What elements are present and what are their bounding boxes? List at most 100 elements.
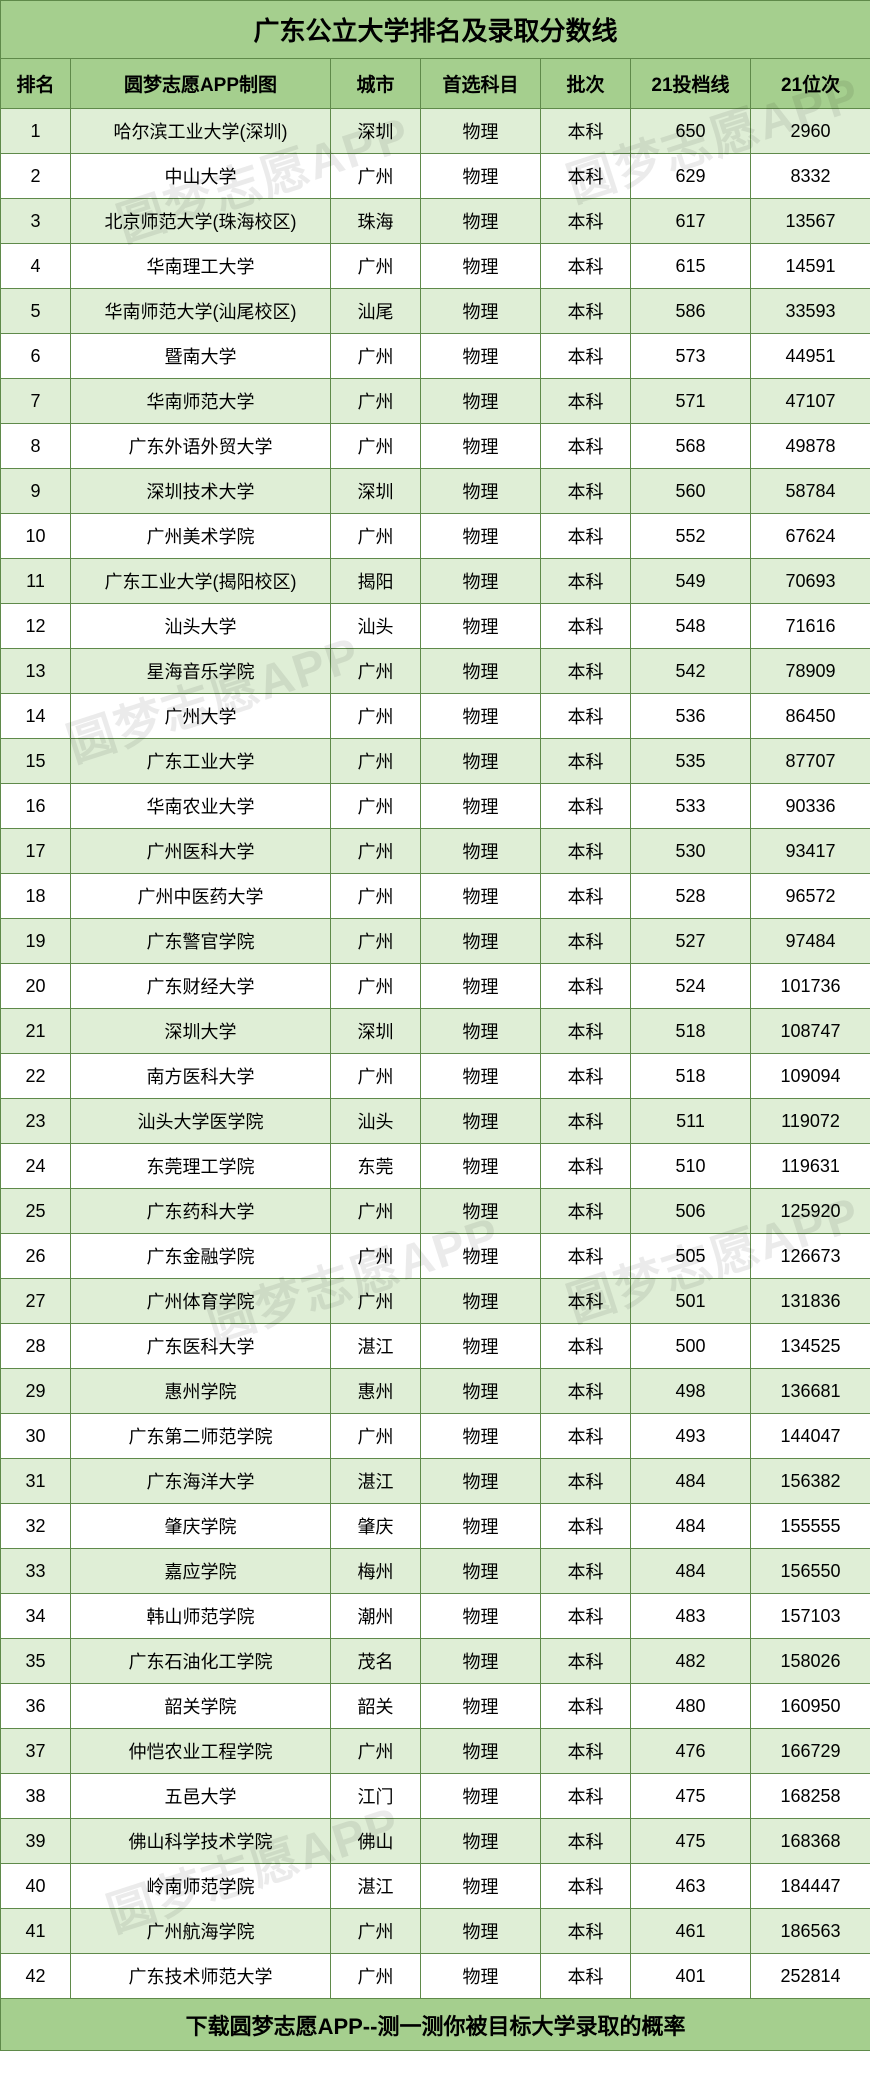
table-row: 5华南师范大学(汕尾校区)汕尾物理本科58633593 bbox=[1, 289, 870, 334]
table-cell: 佛山 bbox=[331, 1819, 421, 1864]
table-cell: 广东工业大学 bbox=[71, 739, 331, 784]
table-cell: 27 bbox=[1, 1279, 71, 1324]
table-cell: 501 bbox=[631, 1279, 751, 1324]
table-cell: 548 bbox=[631, 604, 751, 649]
table-cell: 汕头大学医学院 bbox=[71, 1099, 331, 1144]
table-cell: 物理 bbox=[421, 559, 541, 604]
table-cell: 广州体育学院 bbox=[71, 1279, 331, 1324]
table-cell: 物理 bbox=[421, 1864, 541, 1909]
table-cell: 158026 bbox=[751, 1639, 870, 1684]
table-row: 11广东工业大学(揭阳校区)揭阳物理本科54970693 bbox=[1, 559, 870, 604]
table-cell: 47107 bbox=[751, 379, 870, 424]
table-cell: 26 bbox=[1, 1234, 71, 1279]
table-cell: 东莞 bbox=[331, 1144, 421, 1189]
footer-row: 下载圆梦志愿APP--测一测你被目标大学录取的概率 bbox=[1, 1999, 870, 2051]
table-cell: 23 bbox=[1, 1099, 71, 1144]
table-cell: 湛江 bbox=[331, 1864, 421, 1909]
table-cell: 12 bbox=[1, 604, 71, 649]
table-cell: 9 bbox=[1, 469, 71, 514]
table-cell: 本科 bbox=[541, 604, 631, 649]
table-cell: 156550 bbox=[751, 1549, 870, 1594]
table-row: 12汕头大学汕头物理本科54871616 bbox=[1, 604, 870, 649]
table-cell: 22 bbox=[1, 1054, 71, 1099]
table-cell: 深圳 bbox=[331, 1009, 421, 1054]
table-footer: 下载圆梦志愿APP--测一测你被目标大学录取的概率 bbox=[1, 1999, 870, 2051]
table-row: 16华南农业大学广州物理本科53390336 bbox=[1, 784, 870, 829]
table-cell: 本科 bbox=[541, 1414, 631, 1459]
table-row: 40岭南师范学院湛江物理本科463184447 bbox=[1, 1864, 870, 1909]
table-cell: 物理 bbox=[421, 1459, 541, 1504]
table-cell: 650 bbox=[631, 109, 751, 154]
table-row: 9深圳技术大学深圳物理本科56058784 bbox=[1, 469, 870, 514]
table-cell: 江门 bbox=[331, 1774, 421, 1819]
table-cell: 广州 bbox=[331, 874, 421, 919]
table-cell: 深圳 bbox=[331, 469, 421, 514]
table-cell: 茂名 bbox=[331, 1639, 421, 1684]
table-cell: 本科 bbox=[541, 694, 631, 739]
table-cell: 广州医科大学 bbox=[71, 829, 331, 874]
col-header-score: 21投档线 bbox=[631, 59, 751, 109]
table-cell: 物理 bbox=[421, 649, 541, 694]
table-cell: 518 bbox=[631, 1054, 751, 1099]
table-cell: 物理 bbox=[421, 1054, 541, 1099]
table-cell: 物理 bbox=[421, 1729, 541, 1774]
table-cell: 岭南师范学院 bbox=[71, 1864, 331, 1909]
table-cell: 物理 bbox=[421, 829, 541, 874]
table-cell: 本科 bbox=[541, 1684, 631, 1729]
table-cell: 168368 bbox=[751, 1819, 870, 1864]
table-cell: 物理 bbox=[421, 1504, 541, 1549]
table-cell: 134525 bbox=[751, 1324, 870, 1369]
table-cell: 本科 bbox=[541, 514, 631, 559]
col-header-name: 圆梦志愿APP制图 bbox=[71, 59, 331, 109]
table-row: 2中山大学广州物理本科6298332 bbox=[1, 154, 870, 199]
table-cell: 中山大学 bbox=[71, 154, 331, 199]
table-cell: 136681 bbox=[751, 1369, 870, 1414]
table-cell: 物理 bbox=[421, 604, 541, 649]
table-row: 33嘉应学院梅州物理本科484156550 bbox=[1, 1549, 870, 1594]
table-cell: 物理 bbox=[421, 1819, 541, 1864]
table-cell: 20 bbox=[1, 964, 71, 1009]
table-cell: 物理 bbox=[421, 1009, 541, 1054]
table-cell: 109094 bbox=[751, 1054, 870, 1099]
table-title: 广东公立大学排名及录取分数线 bbox=[1, 1, 870, 59]
table-cell: 本科 bbox=[541, 559, 631, 604]
table-cell: 物理 bbox=[421, 1909, 541, 1954]
table-cell: 本科 bbox=[541, 469, 631, 514]
table-cell: 物理 bbox=[421, 469, 541, 514]
table-row: 15广东工业大学广州物理本科53587707 bbox=[1, 739, 870, 784]
table-row: 8广东外语外贸大学广州物理本科56849878 bbox=[1, 424, 870, 469]
table-cell: 韶关 bbox=[331, 1684, 421, 1729]
table-cell: 南方医科大学 bbox=[71, 1054, 331, 1099]
table-cell: 156382 bbox=[751, 1459, 870, 1504]
table-cell: 肇庆学院 bbox=[71, 1504, 331, 1549]
table-cell: 13567 bbox=[751, 199, 870, 244]
table-cell: 仲恺农业工程学院 bbox=[71, 1729, 331, 1774]
table-cell: 1 bbox=[1, 109, 71, 154]
table-cell: 629 bbox=[631, 154, 751, 199]
table-cell: 本科 bbox=[541, 1504, 631, 1549]
table-cell: 33593 bbox=[751, 289, 870, 334]
table-cell: 32 bbox=[1, 1504, 71, 1549]
table-cell: 本科 bbox=[541, 784, 631, 829]
table-cell: 493 bbox=[631, 1414, 751, 1459]
table-cell: 物理 bbox=[421, 1549, 541, 1594]
table-row: 22南方医科大学广州物理本科518109094 bbox=[1, 1054, 870, 1099]
table-cell: 广东药科大学 bbox=[71, 1189, 331, 1234]
table-cell: 101736 bbox=[751, 964, 870, 1009]
table-cell: 10 bbox=[1, 514, 71, 559]
table-cell: 160950 bbox=[751, 1684, 870, 1729]
table-cell: 广州 bbox=[331, 514, 421, 559]
table-cell: 34 bbox=[1, 1594, 71, 1639]
table-cell: 韩山师范学院 bbox=[71, 1594, 331, 1639]
table-cell: 186563 bbox=[751, 1909, 870, 1954]
table-cell: 汕尾 bbox=[331, 289, 421, 334]
table-cell: 505 bbox=[631, 1234, 751, 1279]
table-row: 18广州中医药大学广州物理本科52896572 bbox=[1, 874, 870, 919]
table-cell: 500 bbox=[631, 1324, 751, 1369]
table-row: 29惠州学院惠州物理本科498136681 bbox=[1, 1369, 870, 1414]
col-header-subject: 首选科目 bbox=[421, 59, 541, 109]
table-cell: 2 bbox=[1, 154, 71, 199]
table-cell: 广州 bbox=[331, 964, 421, 1009]
table-cell: 华南师范大学(汕尾校区) bbox=[71, 289, 331, 334]
table-cell: 19 bbox=[1, 919, 71, 964]
